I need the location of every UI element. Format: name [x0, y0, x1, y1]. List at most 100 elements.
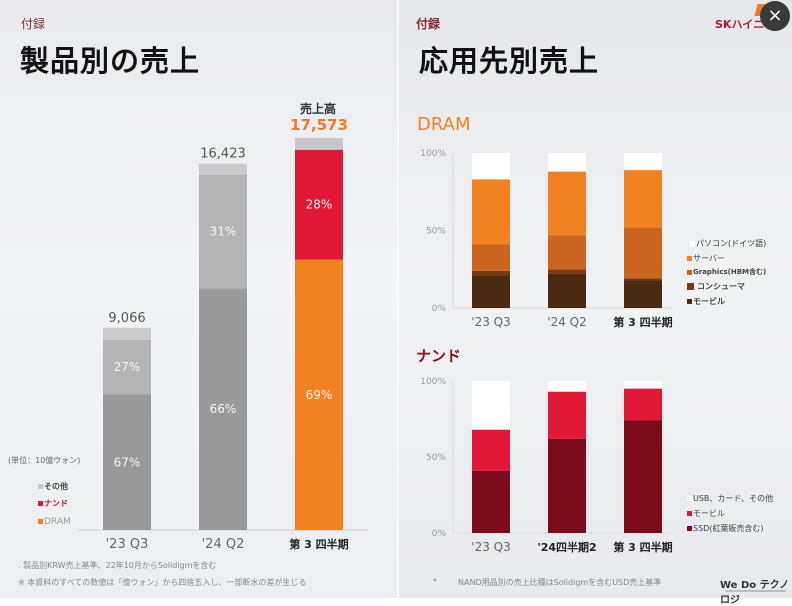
right-footnote-marker: *: [433, 577, 437, 586]
bar-segment-label: 69%: [306, 388, 333, 402]
legend-item-other: その他: [38, 481, 68, 492]
dram-bar-segment-2: [472, 244, 510, 271]
legend-item-nand: ナンド: [38, 498, 68, 509]
legend-swatch-pc: [690, 241, 695, 246]
nand-bar-segment-0: [472, 470, 510, 533]
bar-segment-2: [103, 327, 151, 340]
bar-segment-1: [295, 149, 343, 260]
nand-bar-segment-0: [624, 420, 662, 533]
panel-divider: [397, 0, 399, 598]
legend-item-dram: DRAM: [38, 517, 71, 527]
nand-x-tick-label: 第 3 四半期: [613, 540, 672, 554]
nand-legend-mobile: モービル: [687, 508, 725, 519]
dram-bar-segment-2: [624, 227, 662, 279]
legend-label-mobile-dram: モービル: [693, 297, 725, 306]
legend-swatch-mobile-nand: [687, 511, 692, 516]
dram-y-tick-label: 100%: [420, 149, 446, 159]
bar-segment-label: 28%: [306, 198, 333, 212]
slogan-subtext-line: [726, 590, 786, 592]
bar-segment-0: [199, 288, 247, 530]
x-tick-label: '24 Q2: [202, 537, 245, 552]
bar-segment-0: [295, 259, 343, 530]
dram-y-tick-label: 50%: [426, 227, 446, 237]
dram-x-tick-label: '24 Q2: [547, 315, 586, 329]
nand-x-tick-label: '23 Q3: [471, 540, 510, 554]
legend-swatch-consumer: [687, 283, 694, 290]
dram-x-tick-label: '23 Q3: [471, 315, 510, 329]
dram-bar-segment-4: [472, 153, 510, 180]
dram-legend-mobile: モービル: [687, 296, 725, 307]
dram-bar-segment-4: [548, 153, 586, 172]
legend-swatch-graphics: [687, 269, 692, 275]
nand-y-tick-label: 50%: [426, 453, 446, 463]
x-tick-label: '23 Q3: [106, 537, 149, 552]
bar-segment-label: 66%: [210, 402, 237, 416]
dram-bar-segment-4: [624, 153, 662, 171]
bar-total-label: 9,066: [108, 311, 145, 326]
dram-legend-server: サーバー: [687, 253, 725, 264]
nand-y-tick-label: 100%: [420, 377, 446, 387]
right-footnote: NAND用品別の売上比種はSolidigmを含むUSD売上基準: [458, 578, 662, 587]
bar-total-label: 16,423: [200, 147, 246, 162]
bar-segment-label: 67%: [114, 455, 141, 469]
dram-x-tick-label: 第 3 四半期: [613, 315, 672, 329]
footnote-2: ※ 本資料のすべての数値は「億ウォン」から四捨五入し、一部断水の差が生じる: [18, 578, 307, 587]
legend-swatch-nand: [38, 501, 43, 506]
dram-legend-pc: パソコン(ドイツ語): [690, 238, 766, 249]
legend-swatch-dram: [38, 519, 43, 524]
bar-total-label: 17,573: [290, 116, 348, 134]
legend-label-graphics: Graphics(HBM含む): [693, 268, 767, 276]
dram-y-tick-label: 0%: [432, 304, 447, 314]
dram-bar-segment-1: [548, 269, 586, 274]
legend-label-dram: DRAM: [44, 517, 71, 527]
right-appendix-label: 付録: [416, 17, 441, 31]
legend-label-server: サーバー: [693, 254, 725, 263]
legend-label-pc: パソコン(ドイツ語): [696, 239, 767, 248]
nand-bar-segment-1: [472, 429, 510, 471]
left-page-title: 製品別の売上: [20, 44, 201, 78]
highlight-label: 売上高: [300, 102, 337, 116]
bar-segment-2: [295, 138, 343, 150]
nand-x-tick-label: '24四半期2: [537, 540, 596, 554]
dram-bar-segment-1: [472, 270, 510, 276]
nand-y-tick-label: 0%: [432, 529, 447, 539]
nand-bar-segment-2: [472, 381, 510, 430]
close-button[interactable]: ×: [760, 1, 790, 31]
dram-bar-segment-3: [548, 171, 586, 236]
legend-label-ssd: SSD(紅葉販売含む): [693, 524, 764, 533]
legend-swatch-mobile-dram: [687, 299, 692, 304]
nand-chart-title: ナンド: [416, 347, 462, 365]
bar-segment-0: [103, 394, 151, 530]
dram-legend-graphics: Graphics(HBM含む): [687, 267, 766, 277]
legend-label-mobile-nand: モービル: [693, 509, 725, 518]
nand-legend-ssd: SSD(紅葉販売含む): [687, 523, 764, 534]
product-sales-chart: 67% 27% 9,066 '23 Q3 66% 31% 16,423 '24 Q2 69% 28…: [78, 116, 368, 552]
close-icon: ×: [767, 5, 783, 26]
bar-segment-1: [103, 339, 151, 395]
legend-label-usb: USB、カード、その他: [693, 494, 774, 503]
nand-bar-segment-1: [624, 388, 662, 421]
legend-label-nand: ナンド: [44, 499, 68, 508]
footnote-1: . 製品別KRW売上基準、22年10月からSolidigmを含む: [18, 561, 217, 570]
dram-bar-segment-2: [548, 235, 586, 270]
legend-swatch-other: [38, 484, 43, 489]
bar-segment-2: [199, 163, 247, 175]
left-appendix-label: 付録: [21, 17, 46, 31]
dram-bar-segment-1: [624, 278, 662, 281]
x-tick-label: 第 3 四半期: [289, 537, 348, 551]
dram-bar-segment-3: [472, 179, 510, 245]
right-page-title: 応用先別売上: [419, 44, 600, 78]
bar-segment-1: [199, 174, 247, 289]
dram-bar-segment-0: [472, 275, 510, 308]
bar-segment-label: 31%: [210, 224, 237, 238]
legend-label-consumer: コンシューマ: [697, 282, 745, 291]
nand-bar-segment-2: [548, 381, 586, 392]
dram-bar-segment-3: [624, 170, 662, 228]
dram-legend-consumer: コンシューマ: [687, 281, 745, 292]
dram-bar-segment-0: [624, 280, 662, 308]
dram-bar-segment-0: [548, 273, 586, 308]
legend-swatch-server: [687, 256, 692, 261]
unit-note: (単位：10億ウォン): [8, 456, 81, 465]
legend-swatch-usb: [687, 496, 692, 501]
